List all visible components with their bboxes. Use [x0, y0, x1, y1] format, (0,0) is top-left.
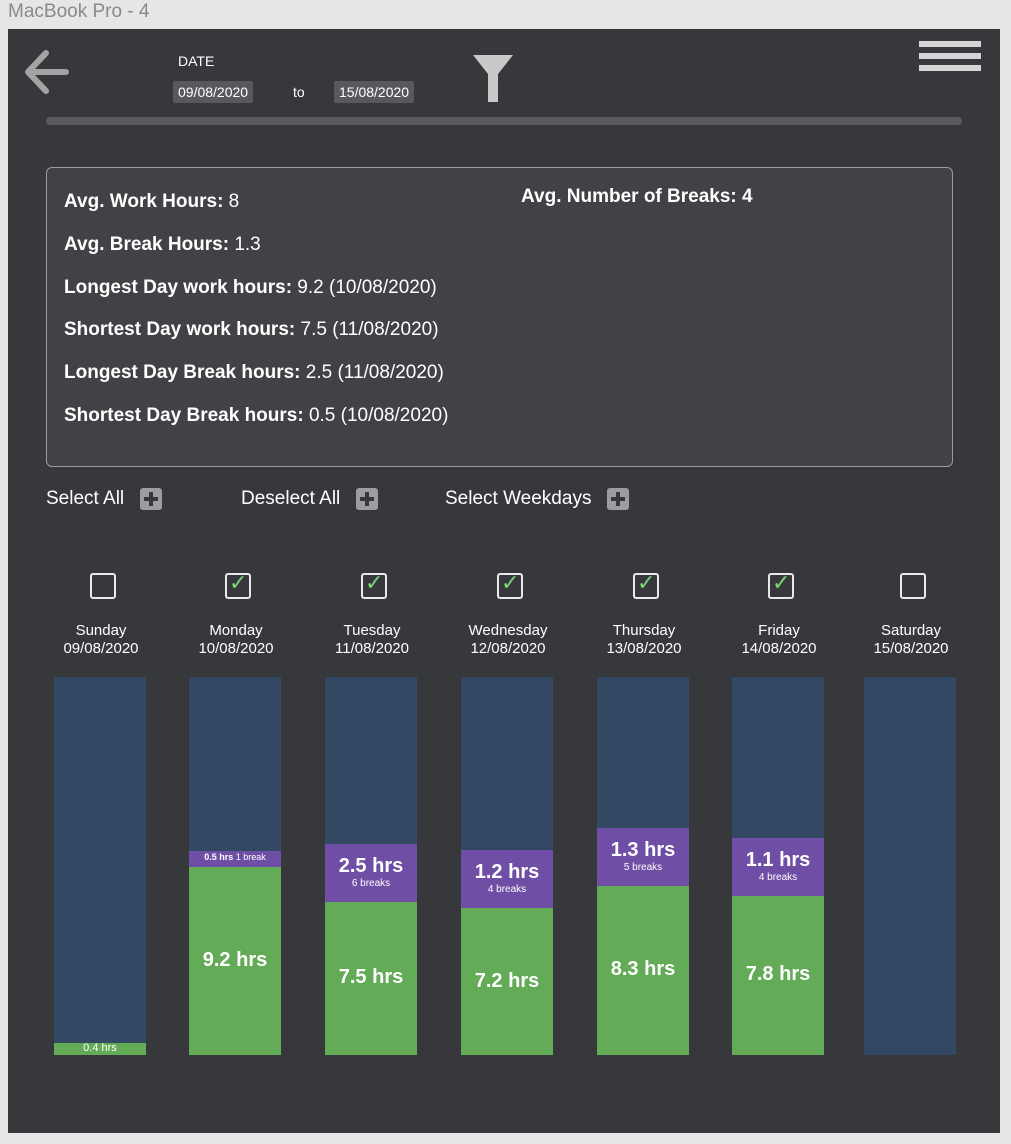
- break-count: 4 breaks: [487, 884, 527, 896]
- day-date: 14/08/2020: [741, 640, 817, 657]
- work-segment: 9.2 hrs: [189, 867, 281, 1055]
- work-segment: 7.8 hrs: [732, 895, 824, 1055]
- break-segment: 1.2 hrs 4 breaks: [461, 850, 553, 909]
- work-segment: 7.2 hrs: [461, 908, 553, 1055]
- filter-icon[interactable]: [472, 54, 514, 104]
- day-checkbox[interactable]: ✓: [497, 570, 523, 599]
- work-segment: 0.4 hrs: [54, 1042, 146, 1055]
- day-name: Thursday: [612, 622, 676, 639]
- day-bar: 0.4 hrs: [54, 677, 146, 1055]
- break-hours-value: 0.5 hrs: [204, 852, 234, 863]
- work-hours-label: 9.2 hrs: [202, 949, 268, 972]
- day-bar: [864, 677, 956, 1055]
- day-date: 12/08/2020: [470, 640, 546, 657]
- stat-longest-work: Longest Day work hours: 9.2 (10/08/2020): [64, 277, 437, 298]
- day-date: 11/08/2020: [335, 640, 409, 657]
- break-segment: 1.3 hrs 5 breaks: [597, 827, 689, 886]
- break-count: 5 breaks: [623, 861, 663, 873]
- day-name: Tuesday: [343, 622, 401, 639]
- checkmark-icon: ✓: [772, 570, 791, 595]
- break-count: 4 breaks: [758, 871, 798, 883]
- stat-shortest-break: Shortest Day Break hours: 0.5 (10/08/202…: [64, 405, 449, 426]
- break-hours-label: 1.3 hrs: [610, 838, 676, 861]
- stat-avg-break: Avg. Break Hours: 1.3: [64, 234, 261, 255]
- frame-title: MacBook Pro - 4: [8, 1, 150, 22]
- stat-longest-break: Longest Day Break hours: 2.5 (11/08/2020…: [64, 362, 444, 383]
- day-name: Wednesday: [468, 622, 548, 639]
- progress-track: [46, 117, 962, 125]
- day-name: Sunday: [75, 622, 127, 639]
- plus-icon: [140, 488, 163, 510]
- break-hours-label: 1.1 hrs: [745, 848, 811, 871]
- break-hours-label: 1.2 hrs: [474, 861, 540, 884]
- day-name: Saturday: [880, 622, 942, 639]
- day-date: 09/08/2020: [63, 640, 139, 657]
- work-hours-label: 7.5 hrs: [338, 966, 404, 989]
- day-bar: 7.5 hrs 2.5 hrs 6 breaks: [325, 677, 417, 1055]
- day-bar: 8.3 hrs 1.3 hrs 5 breaks: [597, 677, 689, 1055]
- select-weekdays-button[interactable]: Select Weekdays: [445, 488, 630, 510]
- break-count: 6 breaks: [351, 877, 391, 889]
- stat-avg-work: Avg. Work Hours: 8: [64, 191, 240, 212]
- day-date: 10/08/2020: [198, 640, 274, 657]
- day-checkbox[interactable]: ✓: [225, 570, 251, 599]
- date-to-input[interactable]: 15/08/2020: [334, 81, 415, 103]
- stat-avg-breaks-count: Avg. Number of Breaks: 4: [521, 186, 753, 207]
- select-all-button[interactable]: Select All: [46, 488, 163, 510]
- day-checkbox[interactable]: ✓: [361, 570, 387, 599]
- checkmark-icon: ✓: [501, 570, 520, 595]
- day-name: Friday: [758, 622, 800, 639]
- day-bar: 7.2 hrs 1.2 hrs 4 breaks: [461, 677, 553, 1055]
- app-artboard: DATE 09/08/2020 to 15/08/2020 Avg. Work …: [8, 29, 1000, 1133]
- back-arrow-icon[interactable]: [22, 47, 70, 97]
- date-from-input[interactable]: 09/08/2020: [173, 81, 254, 103]
- break-hours-label: 0.5 hrs 1 break: [189, 852, 281, 862]
- stats-panel: Avg. Work Hours: 8 Avg. Number of Breaks…: [46, 167, 953, 467]
- day-checkbox[interactable]: ✓: [633, 570, 659, 599]
- hamburger-menu-icon[interactable]: [919, 41, 981, 79]
- day-date: 13/08/2020: [606, 640, 682, 657]
- break-segment: 1.1 hrs 4 breaks: [732, 837, 824, 896]
- work-segment: 7.5 hrs: [325, 901, 417, 1055]
- date-separator: to: [293, 84, 305, 100]
- break-hours-label: 2.5 hrs: [338, 854, 404, 877]
- break-segment: 2.5 hrs 6 breaks: [325, 843, 417, 902]
- work-hours-label: 8.3 hrs: [610, 958, 676, 981]
- day-bar: 7.8 hrs 1.1 hrs 4 breaks: [732, 677, 824, 1055]
- stat-shortest-work: Shortest Day work hours: 7.5 (11/08/2020…: [64, 319, 439, 340]
- checkmark-icon: ✓: [365, 570, 384, 595]
- work-hours-label: 0.4 hrs: [83, 1042, 117, 1054]
- day-checkbox[interactable]: [900, 573, 926, 599]
- break-count: 1 break: [235, 852, 266, 863]
- day-bar: 9.2 hrs 0.5 hrs 1 break: [189, 677, 281, 1055]
- plus-icon: [356, 488, 379, 510]
- checkmark-icon: ✓: [637, 570, 656, 595]
- day-date: 15/08/2020: [873, 640, 949, 657]
- day-checkbox[interactable]: ✓: [768, 570, 794, 599]
- day-checkbox[interactable]: [90, 573, 116, 599]
- work-segment: 8.3 hrs: [597, 885, 689, 1055]
- work-hours-label: 7.2 hrs: [474, 969, 540, 992]
- checkmark-icon: ✓: [229, 570, 248, 595]
- plus-icon: [607, 488, 630, 510]
- work-hours-label: 7.8 hrs: [745, 963, 811, 986]
- break-segment: 0.5 hrs 1 break: [189, 851, 281, 868]
- day-name: Monday: [209, 622, 263, 639]
- deselect-all-button[interactable]: Deselect All: [241, 488, 379, 510]
- date-label: DATE: [178, 53, 215, 69]
